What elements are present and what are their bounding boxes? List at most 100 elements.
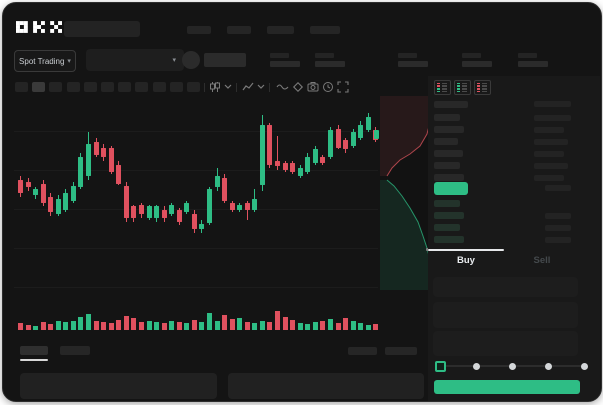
timeframe-button[interactable] xyxy=(152,82,166,92)
candle-body xyxy=(312,149,318,163)
candle-type-icon[interactable] xyxy=(209,81,221,93)
nav-item-placeholder[interactable] xyxy=(227,26,251,34)
depth-asks-area xyxy=(380,96,428,176)
volume-bar xyxy=(93,321,99,330)
wave-icon[interactable] xyxy=(276,81,289,93)
timeframe-button[interactable] xyxy=(83,82,97,92)
eraser-icon[interactable] xyxy=(292,81,304,93)
stat-value-placeholder xyxy=(462,61,492,67)
volume-bar xyxy=(373,324,379,330)
camera-icon[interactable] xyxy=(307,81,319,93)
bid-row-placeholder[interactable] xyxy=(434,200,460,207)
ask-row-placeholder[interactable] xyxy=(434,114,460,121)
pair-name-placeholder[interactable] xyxy=(204,53,246,67)
ask-row-placeholder[interactable] xyxy=(434,162,460,169)
nav-item-placeholder[interactable] xyxy=(267,26,294,34)
timeframe-button[interactable] xyxy=(15,82,28,92)
nav-item-placeholder[interactable] xyxy=(310,26,340,34)
chart-gridline xyxy=(14,248,378,249)
buy-submit-button[interactable] xyxy=(434,380,580,394)
volume-bar xyxy=(275,311,281,330)
total-input[interactable] xyxy=(433,331,578,356)
book-icon-line xyxy=(442,85,447,87)
candle-body xyxy=(63,193,69,211)
market-type-selector[interactable]: Spot Trading ▾ xyxy=(14,50,76,72)
candle-body xyxy=(290,162,296,173)
volume-bar xyxy=(365,325,371,330)
tab-sell[interactable]: Sell xyxy=(533,255,551,266)
slider-stop-dot[interactable] xyxy=(473,363,480,370)
combined-book-icon[interactable] xyxy=(434,80,451,95)
search-input[interactable] xyxy=(64,21,140,37)
ask-row-placeholder xyxy=(534,163,568,169)
chart-gridline xyxy=(14,170,378,171)
bid-row-placeholder[interactable] xyxy=(434,224,460,231)
nav-item-placeholder[interactable] xyxy=(187,26,211,34)
timeframe-button[interactable] xyxy=(135,82,149,92)
bottom-toolbar-item[interactable] xyxy=(348,347,377,355)
book-icon-cell xyxy=(477,90,480,93)
ask-row-placeholder xyxy=(534,139,568,145)
candle-body xyxy=(199,223,205,230)
bid-row-placeholder xyxy=(545,225,571,231)
orderbook-header-placeholder xyxy=(534,101,571,107)
bottom-tab-active[interactable] xyxy=(20,346,48,355)
depth-chart xyxy=(380,96,428,290)
ask-row-placeholder[interactable] xyxy=(434,138,458,145)
timeframe-button[interactable] xyxy=(66,82,80,92)
bottom-tab[interactable] xyxy=(60,346,90,355)
book-icon-cell xyxy=(437,82,440,85)
candle-body xyxy=(146,206,152,218)
volume-bar xyxy=(207,313,212,330)
volume-bar xyxy=(222,315,228,330)
current-price-tag xyxy=(374,130,379,139)
volume-bar xyxy=(335,323,341,330)
timeframe-button[interactable] xyxy=(118,82,132,92)
ask-row-placeholder[interactable] xyxy=(434,150,463,157)
slider-stop-dot[interactable] xyxy=(581,363,588,370)
bottom-toolbar-item[interactable] xyxy=(385,347,417,355)
bid-row-placeholder[interactable] xyxy=(434,212,464,219)
timeframe-button[interactable] xyxy=(187,82,200,92)
candle-body xyxy=(282,162,288,171)
timeframe-button[interactable] xyxy=(49,82,63,92)
pair-dropdown[interactable]: ▾ xyxy=(86,49,184,71)
slider-stop-dot[interactable] xyxy=(509,363,516,370)
expand-icon[interactable] xyxy=(337,81,349,93)
chevron-down-icon[interactable] xyxy=(257,84,269,96)
chevron-down-icon: ▾ xyxy=(172,56,176,64)
ask-row-placeholder xyxy=(534,151,564,157)
clock-icon[interactable] xyxy=(322,81,334,93)
candle-body xyxy=(161,210,167,218)
volume-bar xyxy=(358,323,364,330)
ask-row-placeholder[interactable] xyxy=(434,126,464,133)
coin-avatar xyxy=(182,51,200,69)
book-icon-line xyxy=(462,90,467,93)
depth-asks-line xyxy=(386,127,428,177)
indicators-icon[interactable] xyxy=(242,81,254,93)
amount-input[interactable] xyxy=(433,302,578,328)
ask-row-placeholder[interactable] xyxy=(434,174,464,181)
timeframe-button[interactable] xyxy=(32,82,46,92)
chevron-down-icon[interactable] xyxy=(224,84,236,96)
volume-bar xyxy=(290,320,296,330)
stat-label-placeholder xyxy=(270,53,289,58)
bid-row-placeholder[interactable] xyxy=(434,236,464,243)
price-input[interactable] xyxy=(433,277,578,297)
asks-book-icon[interactable] xyxy=(474,80,491,95)
candle-body xyxy=(297,168,303,176)
volume-bar xyxy=(70,321,76,330)
slider-stop-dot[interactable] xyxy=(545,363,552,370)
ask-row-placeholder xyxy=(534,175,564,181)
slider-handle[interactable] xyxy=(435,361,446,372)
tab-buy[interactable]: Buy xyxy=(457,255,475,266)
bids-book-icon[interactable] xyxy=(454,80,471,95)
timeframe-button[interactable] xyxy=(101,82,114,92)
timeframe-button[interactable] xyxy=(169,82,183,92)
candlestick-chart[interactable] xyxy=(14,100,379,290)
last-price-badge[interactable] xyxy=(434,182,468,195)
candle-body xyxy=(93,141,99,156)
okx-logo-icon[interactable] xyxy=(16,21,62,33)
candle-body xyxy=(222,177,228,201)
